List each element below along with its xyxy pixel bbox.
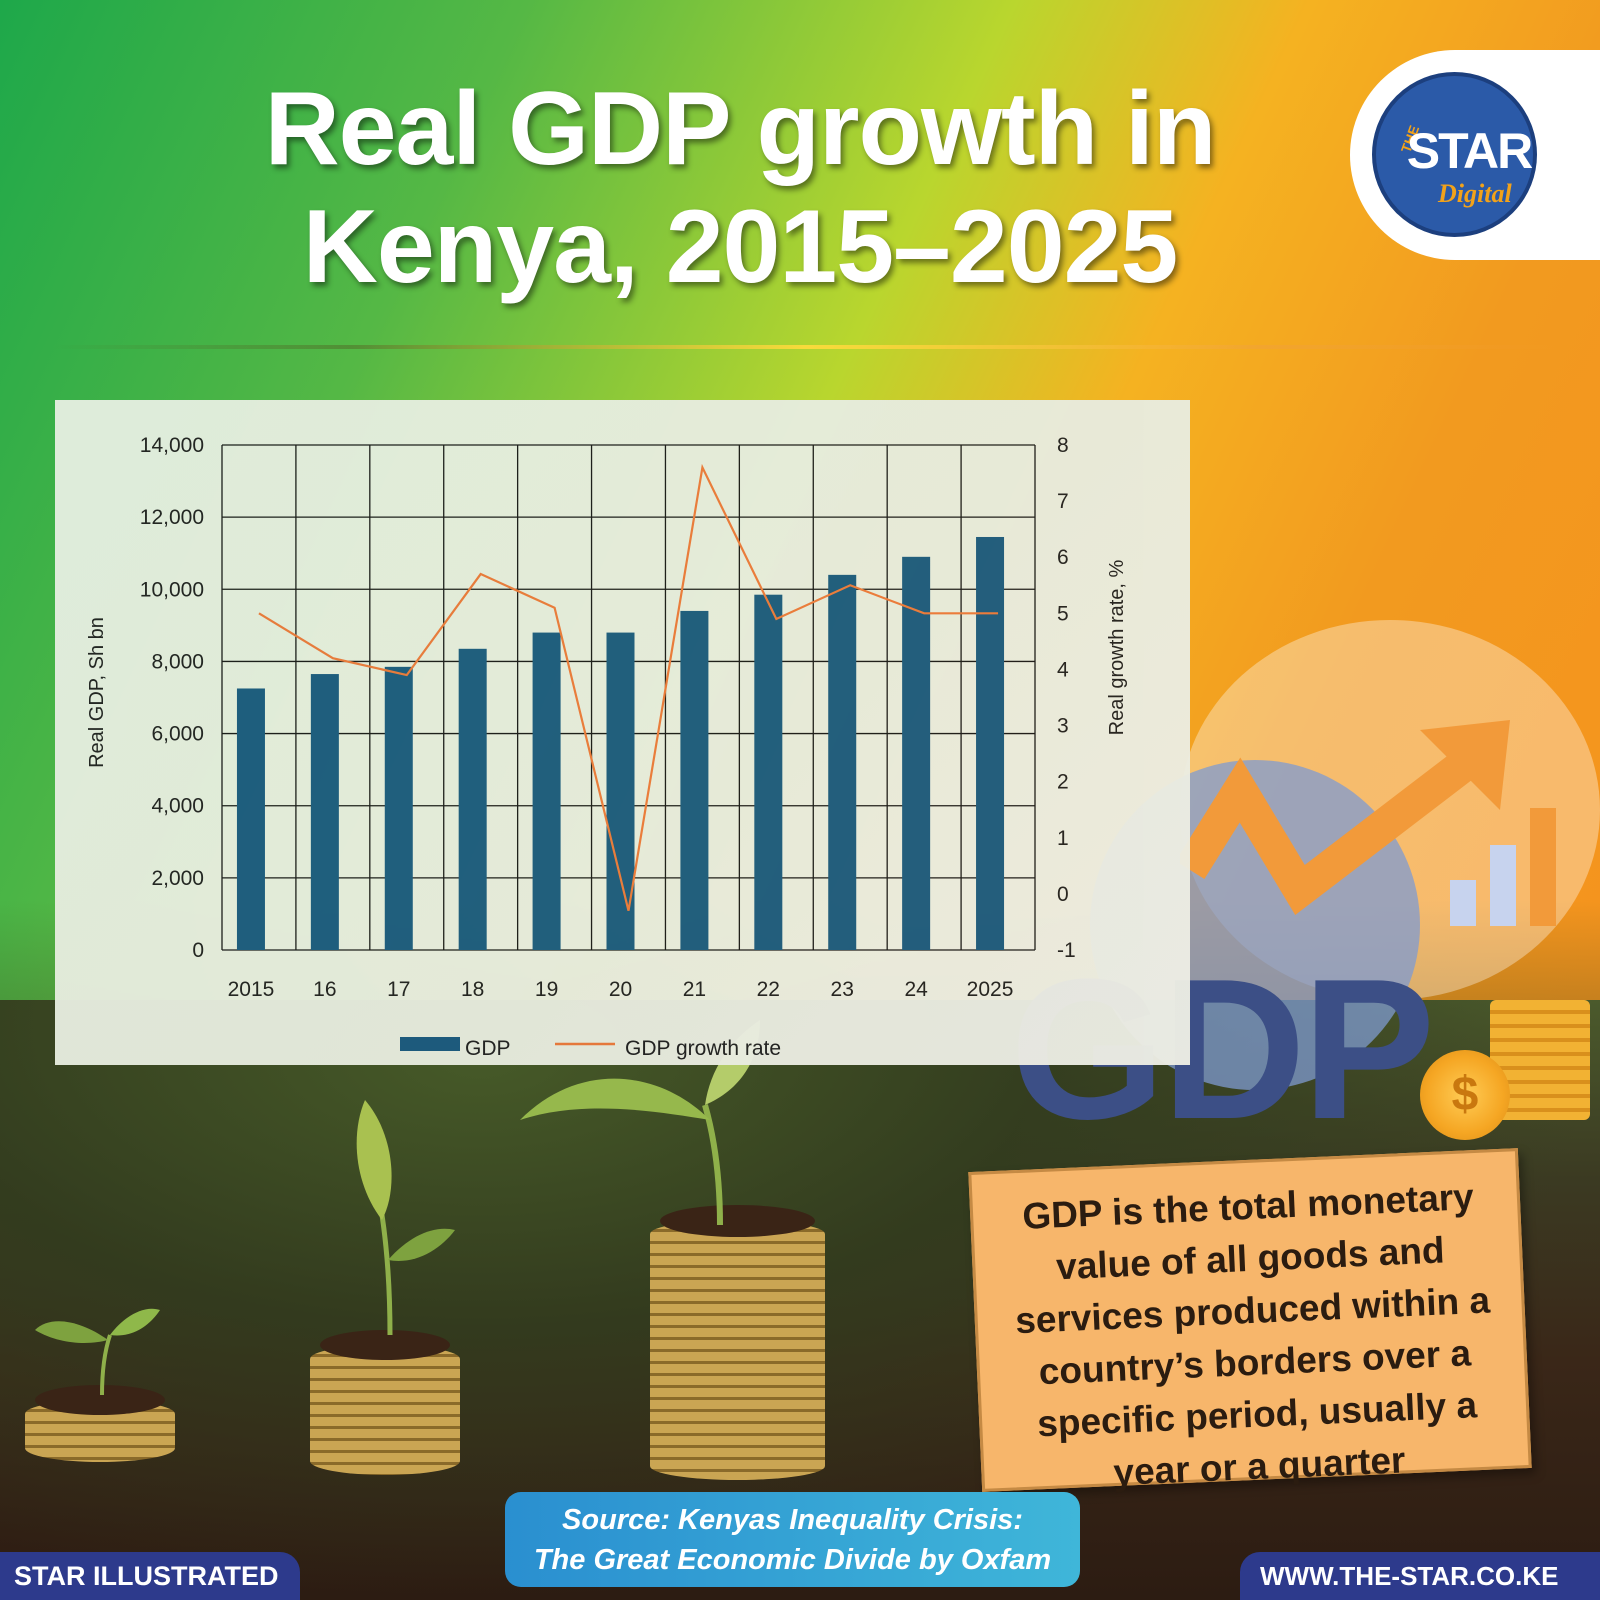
- x-tick-label: 18: [461, 978, 484, 1001]
- footer-website-link[interactable]: WWW.THE-STAR.CO.KE: [1240, 1552, 1600, 1600]
- sprout-illustration: [356, 1100, 455, 1336]
- y-left-tick-label: 6,000: [151, 723, 204, 746]
- y-right-tick-label: 8: [1057, 434, 1069, 457]
- y-left-tick-label: 2,000: [151, 867, 204, 890]
- y-right-axis-label: Real growth rate, %: [1106, 559, 1128, 735]
- gdp-bar: [532, 632, 561, 950]
- y-right-tick-label: 5: [1057, 602, 1069, 625]
- x-tick-label: 2025: [967, 978, 1014, 1001]
- mini-bar-icon: [1490, 845, 1516, 926]
- logo-badge: THE STAR Digital: [1372, 72, 1537, 237]
- y-right-tick-label: 4: [1057, 658, 1069, 681]
- the-star-logo[interactable]: THE STAR Digital: [1350, 50, 1600, 260]
- coin-stack-medium: [310, 1345, 460, 1475]
- page-title: Real GDP growth in Kenya, 2015–2025: [264, 71, 1217, 305]
- gdp-bar: [828, 574, 857, 950]
- x-tick-label: 16: [313, 978, 336, 1001]
- logo-star-text: STAR: [1406, 123, 1533, 179]
- y-right-tick-label: 6: [1057, 546, 1069, 569]
- soil-mound: [320, 1330, 450, 1360]
- x-tick-label: 22: [757, 978, 780, 1001]
- y-left-tick-label: 12,000: [140, 506, 204, 529]
- soil-mound: [660, 1205, 815, 1237]
- gdp-bar: [384, 666, 413, 950]
- y-right-tick-label: 3: [1057, 715, 1069, 738]
- trend-arrow-icon: [1180, 720, 1510, 916]
- y-right-tick-label: 7: [1057, 490, 1069, 513]
- gdp-bar: [976, 536, 1005, 950]
- legend-gdp-label: GDP: [465, 1037, 511, 1060]
- y-left-tick-label: 8,000: [151, 650, 204, 673]
- dollar-coin-icon: $: [1420, 1050, 1510, 1140]
- mini-bar-icon: [1450, 880, 1476, 926]
- gdp-combo-chart: 14,000 12,000 10,000 8,000 6,000 4,000 2,000 0 8…: [86, 434, 1128, 1060]
- mini-bar-icon: [1530, 808, 1556, 926]
- legend-growth-label: GDP growth rate: [625, 1037, 781, 1060]
- x-tick-label: 19: [535, 978, 558, 1001]
- source-line-1: Source: Kenyas Inequality Crisis:: [562, 1504, 1023, 1536]
- y-right-tick-label: -1: [1057, 939, 1076, 962]
- definition-text: GDP is the total monetary value of all g…: [1014, 1176, 1491, 1494]
- y-right-tick-label: 1: [1057, 827, 1069, 850]
- x-tick-label: 17: [387, 978, 410, 1001]
- x-tick-label: 23: [831, 978, 854, 1001]
- title-divider: [50, 345, 1560, 349]
- gdp-bar: [236, 688, 265, 950]
- y-left-axis-label: Real GDP, Sh bn: [86, 617, 108, 768]
- chart-panel: 14,000 12,000 10,000 8,000 6,000 4,000 2,000 0 8…: [55, 400, 1190, 1065]
- x-tick-label: 24: [904, 978, 928, 1001]
- y-right-tick-label: 2: [1057, 771, 1069, 794]
- y-left-tick-label: 0: [192, 939, 204, 962]
- gdp-bar: [458, 648, 487, 950]
- y-left-tick-label: 14,000: [140, 434, 204, 457]
- x-tick-label: 20: [609, 978, 632, 1001]
- x-tick-label: 2015: [228, 978, 275, 1001]
- y-left-tick-label: 4,000: [151, 795, 204, 818]
- logo-digital-text: Digital: [1438, 179, 1512, 208]
- y-left-tick-label: 10,000: [140, 578, 204, 601]
- coin-stack-large: [650, 1220, 825, 1480]
- soil-mound: [35, 1385, 165, 1415]
- source-line-2: The Great Economic Divide by Oxfam: [533, 1544, 1052, 1576]
- y-right-tick-label: 0: [1057, 883, 1069, 906]
- sprout-illustration: [35, 1308, 160, 1396]
- gdp-bar: [310, 674, 339, 950]
- gdp-bar: [754, 594, 783, 950]
- source-badge: Source: Kenyas Inequality Crisis: The Gr…: [505, 1492, 1080, 1587]
- x-tick-label: 21: [683, 978, 706, 1001]
- footer-brand-label: STAR ILLUSTRATED: [0, 1552, 300, 1600]
- gdp-bar: [902, 556, 931, 950]
- legend-gdp-swatch: [400, 1037, 460, 1051]
- gdp-bar: [680, 610, 709, 950]
- definition-box: GDP is the total monetary value of all g…: [968, 1148, 1532, 1493]
